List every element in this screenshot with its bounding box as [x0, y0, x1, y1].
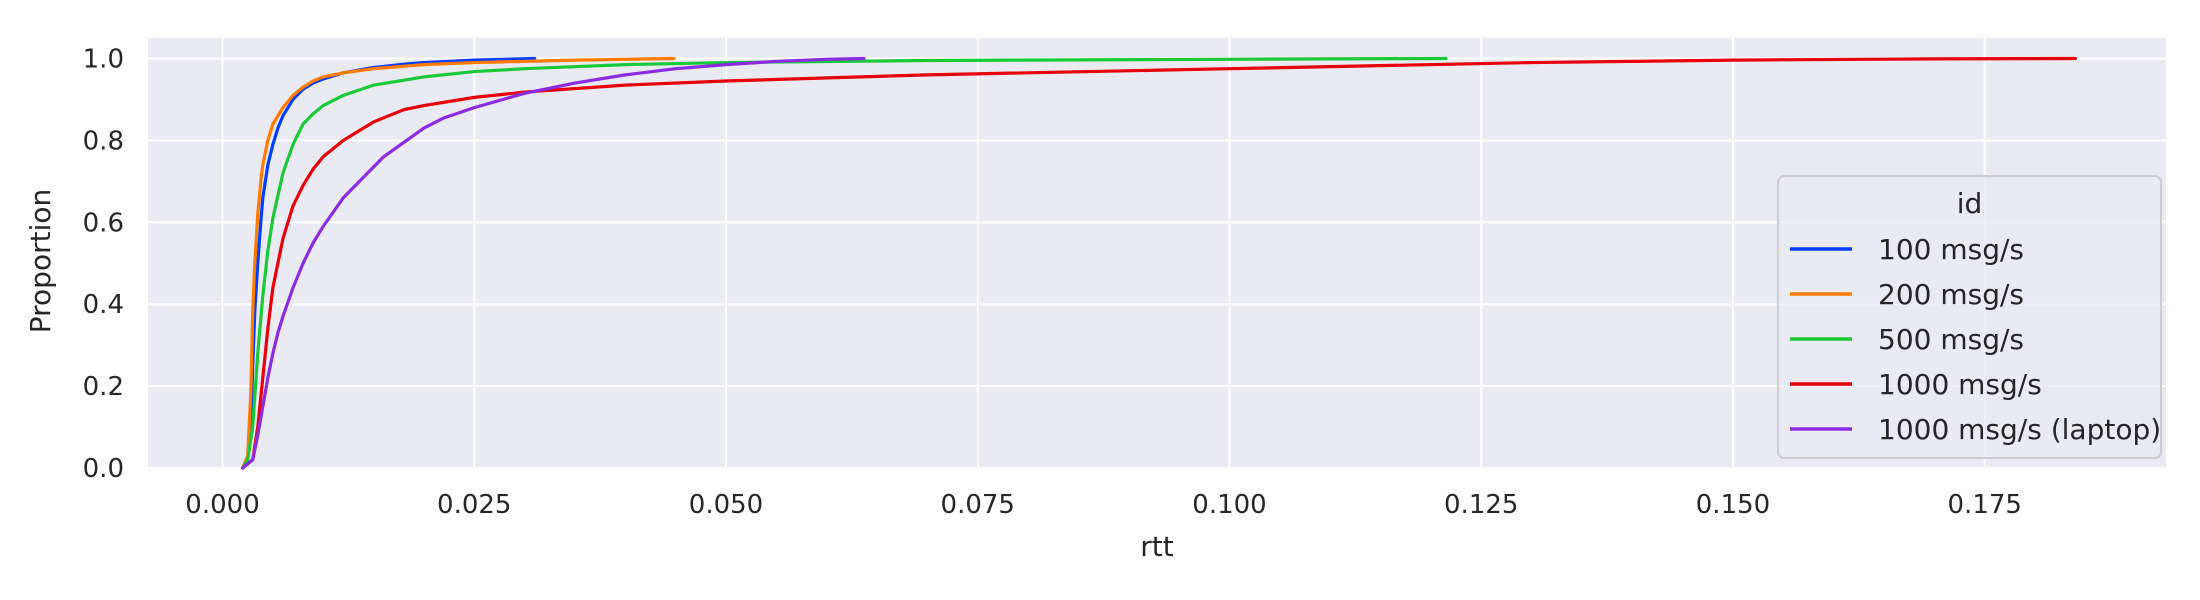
series-line-2	[241, 56, 676, 470]
legend-title: id	[1957, 187, 1983, 220]
x-tick-label: 0.175	[1948, 490, 2022, 520]
y-tick-label: 0.0	[83, 454, 124, 484]
x-tick-label: 0.025	[437, 490, 511, 520]
x-tick-labels: 0.000 0.025 0.050 0.075 0.100 0.125 0.150 0.175	[185, 490, 2022, 520]
legend-entry-label: 1000 msg/s	[1878, 368, 2042, 401]
x-tick-label: 0.100	[1192, 490, 1266, 520]
x-tick-label: 0.000	[185, 490, 259, 520]
x-tick-label: 0.050	[689, 490, 763, 520]
legend-entry-label: 100 msg/s	[1878, 233, 2024, 266]
x-tick-label: 0.125	[1444, 490, 1518, 520]
x-axis-label: rtt	[1140, 530, 1173, 563]
y-tick-label: 0.2	[83, 372, 124, 402]
y-axis-label: Proportion	[24, 189, 57, 333]
legend-entry-label: 1000 msg/s (laptop)	[1878, 413, 2161, 446]
legend: id 100 msg/s 200 msg/s 500 msg/s 1000 msg/s…	[1777, 175, 2162, 459]
series-line-3	[241, 56, 1448, 470]
x-tick-label: 0.075	[941, 490, 1015, 520]
y-tick-label: 0.8	[83, 126, 124, 156]
legend-box	[1777, 175, 2162, 459]
series-line-1	[241, 56, 537, 470]
y-tick-label: 0.4	[83, 290, 124, 320]
series-line-4	[241, 56, 2077, 470]
y-tick-labels: 0.0 0.2 0.4 0.6 0.8 1.0	[83, 44, 124, 484]
series-line-5	[241, 56, 866, 470]
series-lines	[241, 56, 2077, 470]
y-tick-label: 0.6	[83, 208, 124, 238]
legend-entry-label: 500 msg/s	[1878, 323, 2024, 356]
y-tick-label: 1.0	[83, 44, 124, 74]
x-tick-label: 0.150	[1696, 490, 1770, 520]
legend-entry-label: 200 msg/s	[1878, 278, 2024, 311]
